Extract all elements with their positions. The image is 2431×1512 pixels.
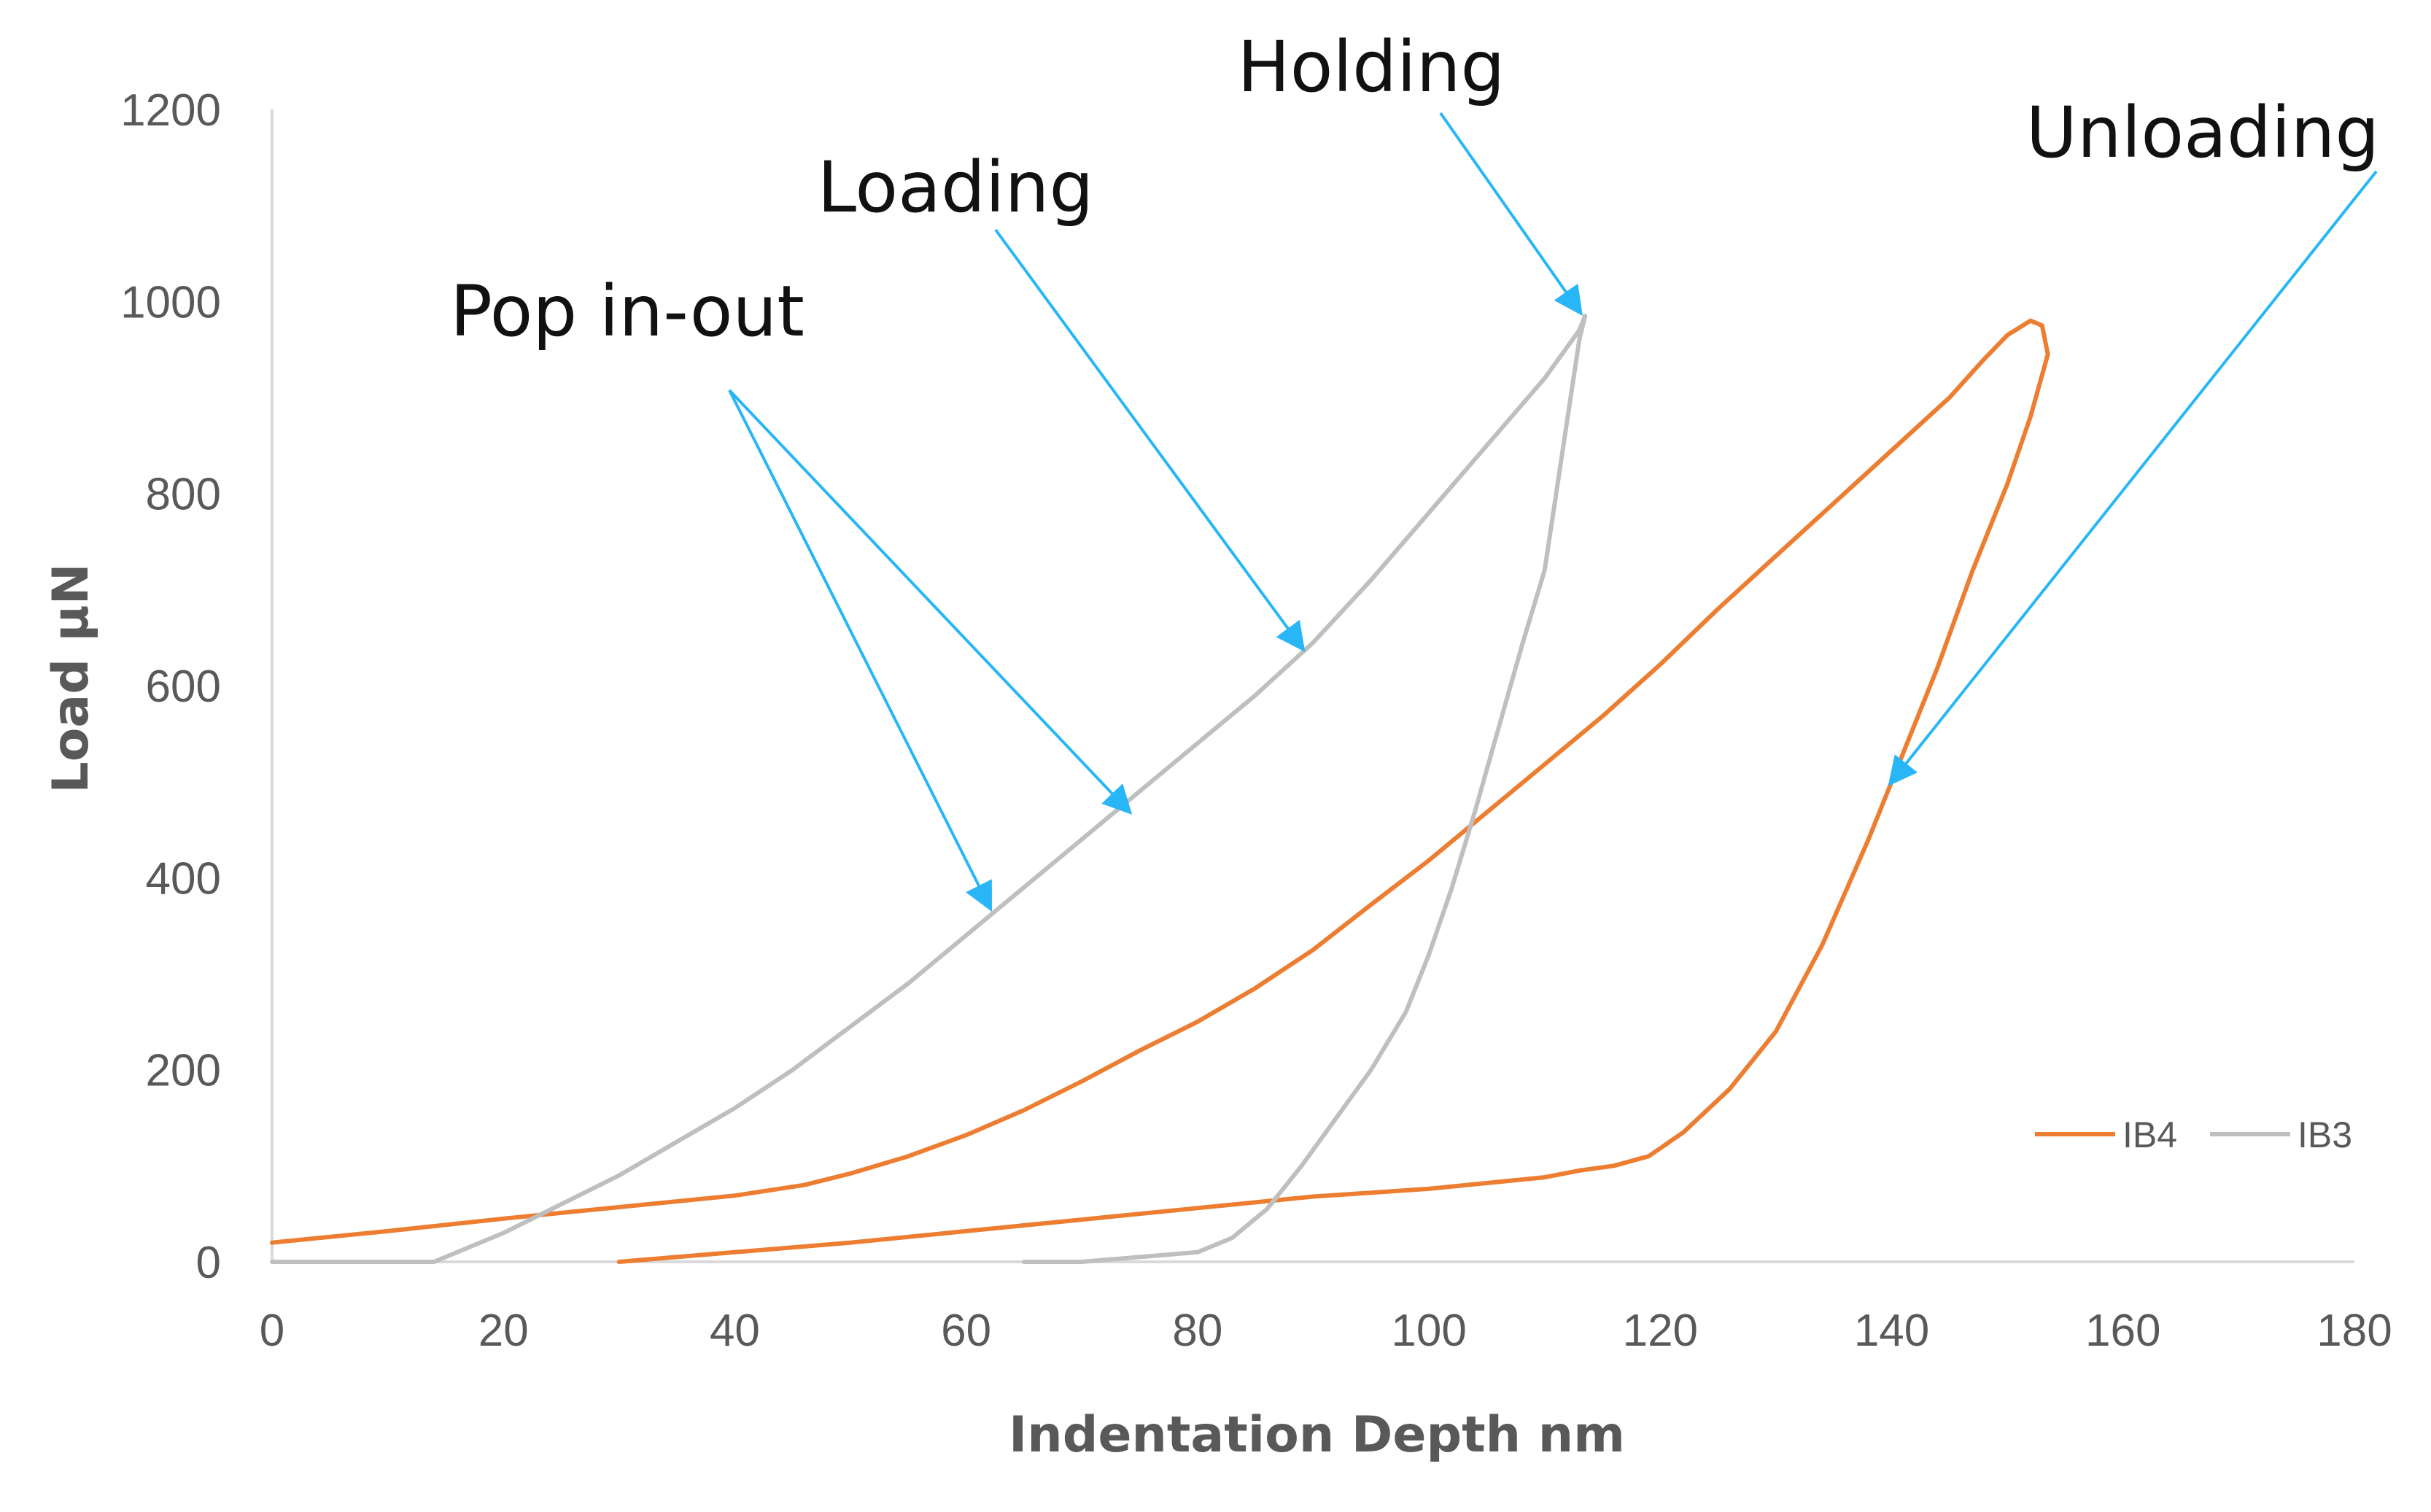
x-axis-title: Indentation Depth nm [1009, 1406, 1625, 1464]
y-axis-title: Load µN [42, 563, 100, 793]
x-tick-label: 180 [2316, 1306, 2392, 1356]
annotation-label: Loading [818, 147, 1094, 228]
x-tick-label: 0 [260, 1306, 284, 1356]
y-tick-label: 600 [146, 662, 221, 712]
y-tick-label: 0 [196, 1238, 221, 1288]
x-tick-label: 60 [941, 1306, 991, 1356]
y-tick-label: 200 [146, 1046, 221, 1096]
y-tick-label: 800 [146, 470, 221, 520]
x-tick-label: 100 [1391, 1306, 1466, 1356]
annotation-label: Pop in-out [450, 271, 804, 352]
y-tick-label: 1000 [120, 277, 221, 327]
y-tick-label: 1200 [120, 85, 221, 136]
annotation-arrow [728, 389, 992, 912]
series-ib4-line [270, 318, 2050, 1264]
x-tick-label: 40 [710, 1306, 760, 1356]
annotation-arrow [1888, 170, 2378, 786]
annotation-arrow [1439, 112, 1583, 317]
x-tick-label: 160 [2085, 1306, 2160, 1356]
annotation-label: Unloading [2026, 92, 2380, 174]
annotation-arrow [728, 389, 1133, 815]
x-tick-label: 140 [1854, 1306, 1929, 1356]
annotation-arrow [994, 228, 1306, 652]
x-tick-label: 20 [478, 1306, 529, 1356]
x-tick-label: 80 [1172, 1306, 1222, 1356]
series-layer [270, 314, 2050, 1264]
annotation-label: Holding [1238, 26, 1505, 108]
series-ib3-line [270, 314, 1588, 1264]
legend-label-ib3: IB3 [2298, 1114, 2352, 1155]
y-tick-label: 400 [146, 853, 221, 904]
legend: IB4 IB3 [2035, 1114, 2352, 1155]
legend-label-ib4: IB4 [2122, 1114, 2177, 1155]
x-tick-label: 120 [1623, 1306, 1698, 1356]
y-axis-ticks: 0 200 400 600 800 1000 1200 [120, 85, 221, 1288]
x-axis-ticks: 0 20 40 60 80 100 120 140 160 180 [260, 1306, 2392, 1356]
